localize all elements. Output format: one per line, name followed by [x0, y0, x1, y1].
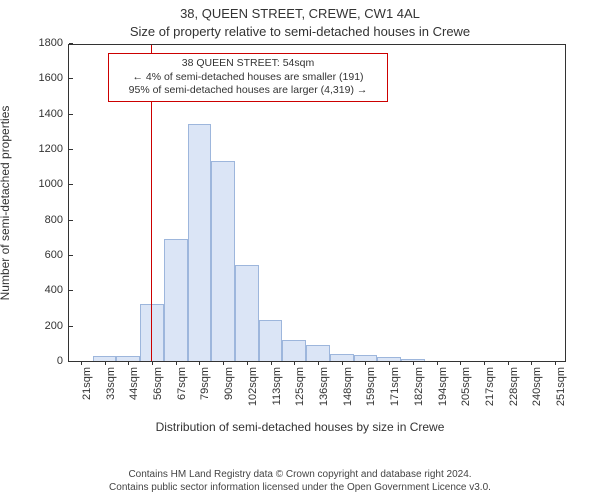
- y-tick: 200: [45, 320, 69, 332]
- x-axis-label: Distribution of semi-detached houses by …: [0, 420, 600, 434]
- histogram-bar: [211, 161, 235, 361]
- footer-line2: Contains public sector information licen…: [0, 481, 600, 494]
- annotation-line3: 95% of semi-detached houses are larger (…: [115, 84, 381, 98]
- page-title-line2: Size of property relative to semi-detach…: [0, 24, 600, 39]
- footer-line1: Contains HM Land Registry data © Crown c…: [0, 468, 600, 481]
- histogram-bar: [259, 320, 283, 361]
- histogram-bar: [164, 239, 188, 361]
- figure: 38, QUEEN STREET, CREWE, CW1 4AL Size of…: [0, 0, 600, 500]
- y-tick: 0: [57, 355, 69, 367]
- y-tick: 1400: [39, 108, 69, 120]
- page-title-line1: 38, QUEEN STREET, CREWE, CW1 4AL: [0, 6, 600, 21]
- histogram-bar: [282, 340, 306, 361]
- histogram-bar: [330, 354, 354, 361]
- y-axis-label: Number of semi-detached properties: [0, 106, 12, 301]
- footer-attribution: Contains HM Land Registry data © Crown c…: [0, 468, 600, 494]
- y-tick: 800: [45, 214, 69, 226]
- histogram-bar: [188, 124, 212, 361]
- annotation-line2: ← 4% of semi-detached houses are smaller…: [115, 71, 381, 85]
- histogram-bar: [306, 345, 330, 361]
- y-tick: 1600: [39, 72, 69, 84]
- y-tick: 1200: [39, 143, 69, 155]
- histogram-bar: [235, 265, 259, 361]
- y-tick: 400: [45, 284, 69, 296]
- y-tick: 1000: [39, 178, 69, 190]
- annotation-line1: 38 QUEEN STREET: 54sqm: [115, 57, 381, 71]
- y-tick: 1800: [39, 37, 69, 49]
- annotation-box: 38 QUEEN STREET: 54sqm ← 4% of semi-deta…: [108, 53, 388, 102]
- y-tick: 600: [45, 249, 69, 261]
